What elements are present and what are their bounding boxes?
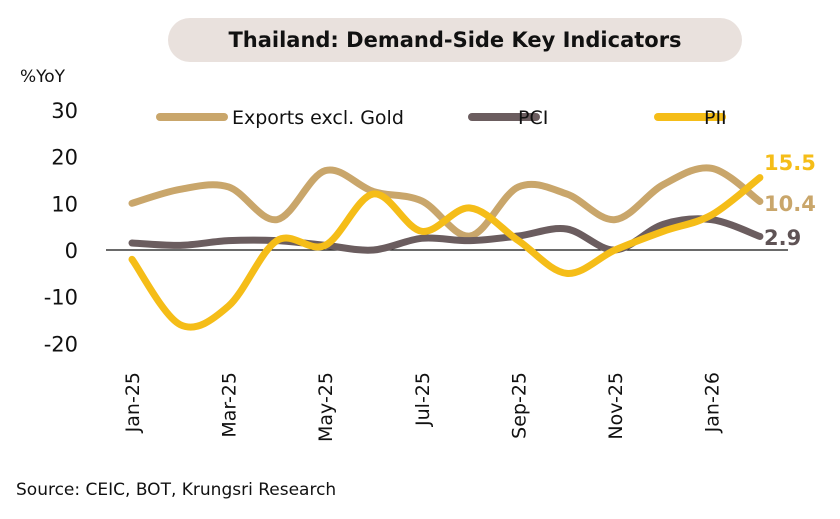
y-tick-label: 30 xyxy=(51,99,78,123)
y-axis-unit: %YoY xyxy=(20,67,66,87)
x-tick-label: May-25 xyxy=(315,372,337,442)
chart-title: Thailand: Demand-Side Key Indicators xyxy=(168,18,742,62)
series-line-pci xyxy=(128,215,764,254)
y-tick-label: 20 xyxy=(51,146,78,170)
legend-label: PCI xyxy=(518,107,548,129)
end-value-label: 10.4 xyxy=(764,192,816,216)
x-tick-label: Jul-25 xyxy=(412,372,434,427)
legend-label: PII xyxy=(704,107,727,129)
source-note: Source: CEIC, BOT, Krungsri Research xyxy=(16,480,337,500)
legend-label: Exports excl. Gold xyxy=(232,107,404,129)
series-line-pii xyxy=(128,174,764,331)
x-tick-label: Jan-26 xyxy=(702,372,724,433)
x-tick-label: Mar-25 xyxy=(219,372,241,438)
y-tick-label: -10 xyxy=(44,286,78,310)
end-value-label: 2.9 xyxy=(764,226,801,250)
y-tick-label: 10 xyxy=(51,192,78,216)
end-value-label: 15.5 xyxy=(764,151,816,175)
x-tick-label: Nov-25 xyxy=(605,372,627,440)
y-tick-label: -20 xyxy=(44,332,78,356)
y-tick-label: 0 xyxy=(65,239,78,263)
x-tick-label: Sep-25 xyxy=(508,372,530,439)
x-tick-label: Jan-25 xyxy=(122,372,144,433)
